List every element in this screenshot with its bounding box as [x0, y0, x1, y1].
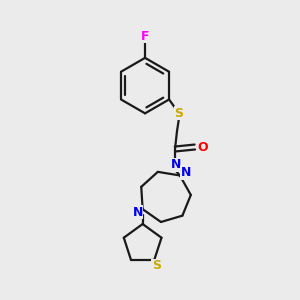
Text: N: N	[133, 206, 143, 219]
Text: N: N	[171, 158, 181, 171]
Text: O: O	[197, 140, 208, 154]
Text: N: N	[181, 166, 191, 179]
Text: S: S	[175, 107, 184, 120]
Text: S: S	[152, 259, 161, 272]
Text: F: F	[141, 30, 149, 43]
